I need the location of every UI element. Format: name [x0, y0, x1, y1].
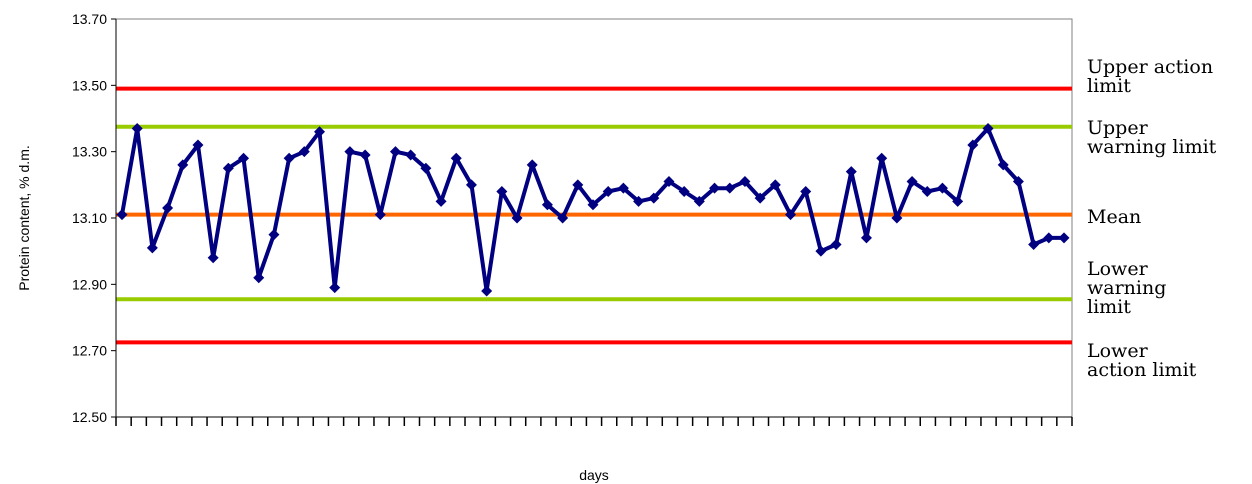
- data-point: [709, 182, 721, 194]
- plot-frame: [115, 18, 1073, 418]
- data-point: [648, 192, 660, 204]
- data-point: [268, 229, 280, 241]
- data-point: [465, 179, 477, 191]
- data-point: [314, 126, 326, 138]
- data-point: [845, 166, 857, 178]
- data-point: [1028, 239, 1040, 251]
- data-point: [359, 149, 371, 161]
- data-point: [800, 185, 812, 197]
- data-point: [739, 176, 751, 188]
- data-point: [1012, 176, 1024, 188]
- data-point: [329, 282, 341, 294]
- data-point: [420, 162, 432, 174]
- data-point: [997, 159, 1009, 171]
- data-point: [830, 239, 842, 251]
- data-point: [389, 146, 401, 158]
- reference-label: Mean: [1087, 206, 1141, 228]
- reference-label: Lower: [1087, 258, 1149, 280]
- data-point: [602, 185, 614, 197]
- data-point: [982, 122, 994, 134]
- data-point: [663, 176, 675, 188]
- data-point: [815, 245, 827, 257]
- reference-label: Upper action: [1087, 56, 1213, 78]
- data-point: [557, 212, 569, 224]
- data-point: [298, 146, 310, 158]
- data-point: [177, 159, 189, 171]
- data-point: [754, 192, 766, 204]
- reference-label: Upper: [1087, 117, 1149, 139]
- data-point: [633, 195, 645, 207]
- y-tick-label: 13.50: [72, 77, 107, 93]
- data-point: [207, 252, 219, 264]
- data-point: [344, 146, 356, 158]
- data-point: [131, 122, 143, 134]
- reference-label: limit: [1087, 75, 1131, 97]
- data-point: [526, 159, 538, 171]
- y-axis: 12.50 12.70 12.90 13.10 13.30 13.50 13.70: [72, 11, 117, 425]
- data-point: [891, 212, 903, 224]
- data-point: [450, 152, 462, 164]
- reference-label: warning: [1087, 277, 1166, 299]
- data-point: [481, 285, 493, 297]
- data-point: [253, 272, 265, 284]
- data-point: [936, 182, 948, 194]
- data-point: [192, 139, 204, 151]
- y-tick-label: 12.70: [72, 343, 107, 359]
- y-tick-label: 13.10: [72, 210, 107, 226]
- data-point: [769, 179, 781, 191]
- y-axis-title: Protein content, % d.m.: [16, 145, 32, 291]
- reference-label: warning limit: [1087, 136, 1217, 158]
- data-point: [1058, 232, 1070, 244]
- data-point: [952, 195, 964, 207]
- data-point: [906, 176, 918, 188]
- reference-lines: [116, 86, 1072, 345]
- y-tick-label: 12.50: [72, 409, 107, 425]
- data-point: [283, 152, 295, 164]
- data-point: [511, 212, 523, 224]
- data-point: [860, 232, 872, 244]
- data-point: [405, 149, 417, 161]
- data-point: [587, 199, 599, 211]
- data-point: [116, 209, 128, 221]
- data-point: [1043, 232, 1055, 244]
- data-series: [116, 122, 1070, 297]
- data-point: [541, 199, 553, 211]
- data-point: [876, 152, 888, 164]
- data-point: [678, 185, 690, 197]
- y-tick-label: 12.90: [72, 276, 107, 292]
- data-point: [967, 139, 979, 151]
- reference-label: Lower: [1087, 340, 1149, 362]
- x-axis-title: days: [579, 467, 609, 483]
- data-point: [921, 185, 933, 197]
- data-point: [162, 202, 174, 214]
- data-point: [222, 162, 234, 174]
- data-point: [374, 209, 386, 221]
- reference-label: limit: [1087, 296, 1131, 318]
- data-point: [693, 195, 705, 207]
- data-point: [238, 152, 250, 164]
- x-axis: [115, 416, 1073, 426]
- data-point: [724, 182, 736, 194]
- data-point: [785, 209, 797, 221]
- data-point: [435, 195, 447, 207]
- data-point: [617, 182, 629, 194]
- y-tick-label: 13.30: [72, 144, 107, 160]
- data-point: [146, 242, 158, 254]
- data-point: [572, 179, 584, 191]
- data-point: [496, 185, 508, 197]
- y-tick-label: 13.70: [72, 11, 107, 27]
- plot-area: [115, 18, 1073, 418]
- reference-label: action limit: [1087, 359, 1197, 381]
